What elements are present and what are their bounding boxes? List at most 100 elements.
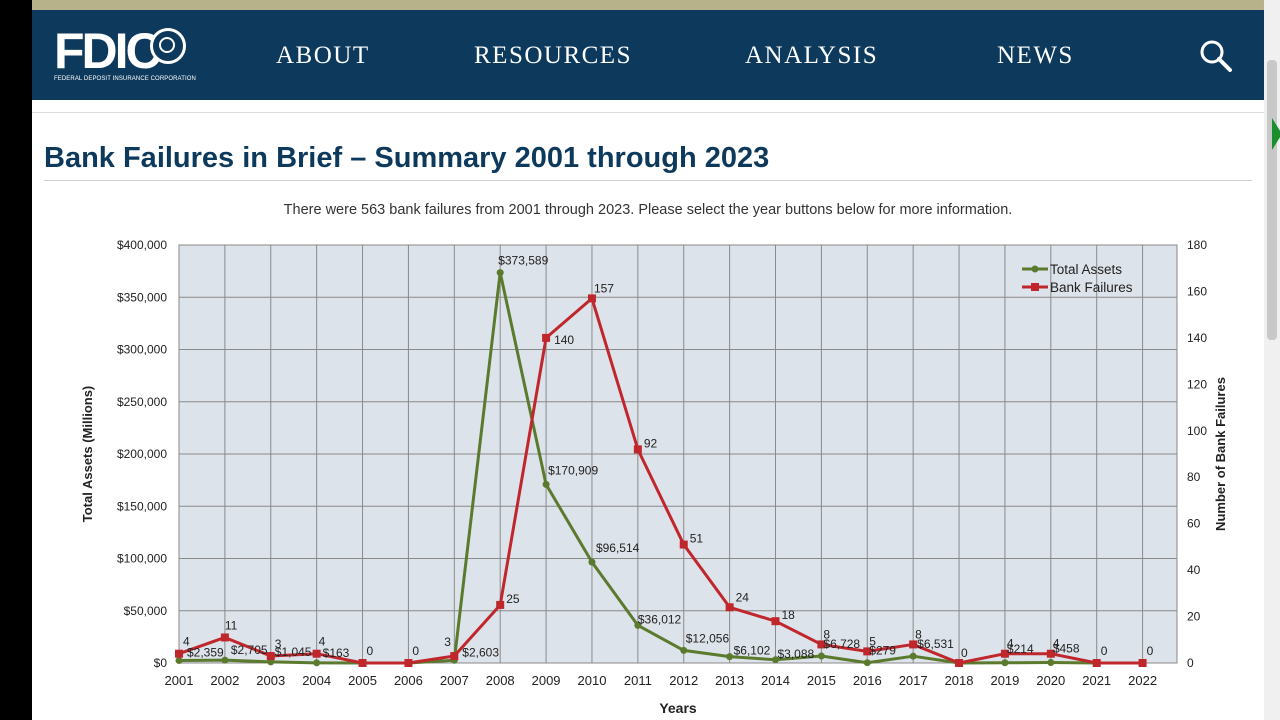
x-tick-label: 2017: [899, 673, 928, 688]
legend-marker: [1031, 265, 1039, 273]
y-left-tick-label: $50,000: [124, 604, 168, 618]
data-label-total-assets: $36,012: [638, 612, 682, 626]
y-right-tick-label: 180: [1187, 238, 1207, 252]
data-point-total-assets: [267, 658, 275, 666]
x-tick-label: 2006: [394, 673, 423, 688]
data-point-bank-failures: [633, 445, 642, 454]
data-point-bank-failures: [175, 649, 183, 658]
nav-item-resources[interactable]: RESOURCES: [474, 42, 632, 69]
x-tick-label: 2005: [348, 673, 377, 688]
data-label-bank-failures: 4: [319, 635, 326, 649]
data-label-bank-failures: 140: [554, 333, 574, 347]
data-label-bank-failures: 51: [690, 532, 704, 546]
data-point-bank-failures: [725, 603, 734, 612]
y-right-tick-label: 60: [1187, 517, 1201, 531]
data-label-total-assets: $6,531: [917, 637, 954, 651]
x-tick-label: 2010: [578, 673, 607, 688]
data-point-bank-failures: [1000, 649, 1009, 658]
data-label-bank-failures: 0: [367, 644, 374, 658]
data-label-total-assets: $2,603: [462, 645, 499, 659]
data-label-bank-failures: 4: [1053, 637, 1060, 651]
data-label-bank-failures: 0: [412, 644, 419, 658]
data-point-bank-failures: [909, 640, 918, 649]
nav-item-news[interactable]: NEWS: [997, 42, 1074, 69]
data-label-bank-failures: 8: [915, 627, 922, 641]
y-left-axis-label: Total Assets (Millions): [80, 386, 95, 523]
data-point-bank-failures: [587, 294, 596, 303]
x-tick-label: 2020: [1036, 673, 1065, 688]
data-label-total-assets: $170,909: [548, 463, 598, 477]
data-point-bank-failures: [955, 659, 964, 667]
page: FDIC FEDERAL DEPOSIT INSURANCE CORPORATI…: [32, 0, 1264, 720]
y-left-tick-label: $250,000: [117, 395, 167, 409]
logo-subtext: FEDERAL DEPOSIT INSURANCE CORPORATION: [54, 76, 196, 82]
data-point-bank-failures: [404, 659, 413, 667]
data-label-total-assets: $373,589: [498, 254, 548, 268]
fdic-logo[interactable]: FDIC FEDERAL DEPOSIT INSURANCE CORPORATI…: [54, 26, 196, 88]
data-point-total-assets: [817, 652, 825, 660]
data-label-bank-failures: 8: [823, 627, 830, 641]
y-left-tick-label: $400,000: [117, 238, 167, 252]
data-point-bank-failures: [450, 652, 459, 661]
nav-item-analysis[interactable]: ANALYSIS: [745, 42, 879, 69]
x-tick-label: 2001: [165, 673, 194, 688]
data-label-total-assets: $2,705: [231, 643, 268, 657]
top-strip: [32, 0, 1264, 10]
data-point-total-assets: [1001, 659, 1009, 667]
page-subtitle: There were 563 bank failures from 2001 t…: [283, 202, 1013, 218]
x-tick-label: 2011: [624, 673, 652, 688]
x-tick-label: 2004: [302, 673, 331, 688]
data-point-bank-failures: [817, 640, 826, 649]
y-left-tick-label: $200,000: [117, 447, 167, 461]
data-label-bank-failures: 0: [1147, 644, 1154, 658]
data-point-total-assets: [863, 659, 871, 667]
data-point-total-assets: [772, 656, 780, 664]
nav-item-about[interactable]: ABOUT: [276, 42, 370, 69]
data-label-bank-failures: 18: [782, 608, 796, 622]
x-tick-label: 2021: [1082, 673, 1111, 688]
data-label-bank-failures: 0: [961, 646, 968, 660]
data-label-bank-failures: 25: [506, 592, 520, 606]
x-tick-label: 2009: [532, 673, 561, 688]
data-point-bank-failures: [771, 617, 780, 626]
data-point-total-assets: [909, 652, 917, 660]
y-right-tick-label: 160: [1187, 284, 1207, 298]
x-tick-label: 2022: [1128, 673, 1157, 688]
data-point-bank-failures: [266, 652, 275, 661]
data-label-total-assets: $2,359: [187, 646, 224, 660]
x-tick-label: 2014: [761, 673, 790, 688]
x-tick-label: 2013: [715, 673, 744, 688]
series-line-total-assets: [178, 271, 1143, 665]
y-left-tick-label: $150,000: [117, 499, 167, 513]
x-tick-label: 2012: [669, 673, 698, 688]
y-right-axis-label: Number of Bank Failures: [1213, 377, 1228, 531]
data-point-bank-failures: [220, 633, 229, 642]
data-label-total-assets: $163: [323, 646, 350, 660]
search-icon[interactable]: [1198, 38, 1234, 74]
x-tick-label: 2019: [990, 673, 1019, 688]
data-label-total-assets: $279: [869, 644, 896, 658]
data-point-total-assets: [175, 657, 183, 665]
data-label-bank-failures: 157: [594, 281, 614, 295]
y-right-tick-label: 0: [1187, 656, 1194, 670]
y-left-tick-label: $100,000: [117, 552, 167, 566]
data-label-total-assets: $6,728: [823, 637, 860, 651]
data-point-total-assets: [680, 646, 688, 654]
scrollbar[interactable]: [1264, 0, 1280, 720]
data-point-bank-failures: [312, 649, 321, 658]
series-line-bank-failures: [178, 296, 1143, 665]
data-label-bank-failures: 4: [183, 635, 190, 649]
side-arrow-icon[interactable]: [1272, 118, 1280, 150]
data-point-bank-failures: [358, 659, 367, 667]
breadcrumb-bar: [32, 100, 1264, 113]
navbar: FDIC FEDERAL DEPOSIT INSURANCE CORPORATI…: [32, 10, 1264, 100]
data-label-bank-failures: 11: [225, 618, 238, 632]
y-left-tick-label: $300,000: [117, 343, 167, 357]
data-point-total-assets: [726, 653, 734, 661]
data-point-total-assets: [588, 558, 596, 566]
fdic-seal-icon: [150, 28, 186, 64]
data-point-total-assets: [634, 621, 642, 629]
scroll-thumb[interactable]: [1267, 60, 1277, 340]
data-label-bank-failures: 4: [1007, 637, 1014, 651]
data-label-bank-failures: 3: [444, 635, 451, 649]
